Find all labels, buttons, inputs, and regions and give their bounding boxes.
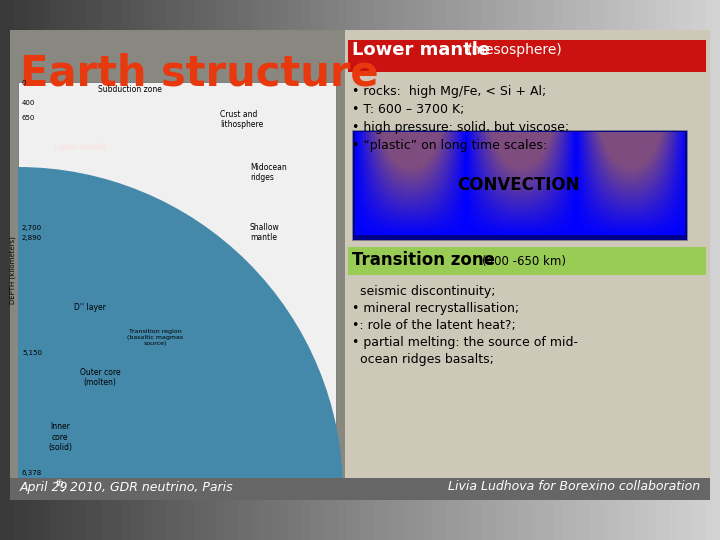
Text: Transition region
(basaltic magmas
source): Transition region (basaltic magmas sourc… xyxy=(127,329,183,346)
Text: 400: 400 xyxy=(22,100,35,106)
Text: •: role of the latent heat?;: •: role of the latent heat?; xyxy=(352,319,516,332)
Text: DEPTH (kilometers): DEPTH (kilometers) xyxy=(10,236,17,304)
Text: Inner
core
(solid): Inner core (solid) xyxy=(48,422,72,452)
Text: 2,700: 2,700 xyxy=(22,225,42,231)
FancyBboxPatch shape xyxy=(10,30,710,500)
Text: Crust and
lithosphere: Crust and lithosphere xyxy=(220,110,264,130)
Wedge shape xyxy=(18,167,343,492)
Text: seismic discontinuity;: seismic discontinuity; xyxy=(352,285,495,298)
FancyBboxPatch shape xyxy=(345,30,710,500)
Text: ocean ridges basalts;: ocean ridges basalts; xyxy=(352,353,494,366)
Wedge shape xyxy=(18,347,163,492)
Text: Lower mantle: Lower mantle xyxy=(352,41,490,59)
FancyBboxPatch shape xyxy=(348,247,706,275)
Text: • high pressure: solid, but viscose;: • high pressure: solid, but viscose; xyxy=(352,121,569,134)
Wedge shape xyxy=(18,427,83,492)
FancyBboxPatch shape xyxy=(10,30,345,500)
Text: Livia Ludhova for Borexino collaboration: Livia Ludhova for Borexino collaboration xyxy=(448,481,700,494)
Text: Lower mantle: Lower mantle xyxy=(54,143,106,152)
Text: • mineral recrystallisation;: • mineral recrystallisation; xyxy=(352,302,519,315)
Text: • partial melting: the source of mid-: • partial melting: the source of mid- xyxy=(352,336,578,349)
FancyBboxPatch shape xyxy=(18,82,336,492)
Text: • “plastic” on long time scales:: • “plastic” on long time scales: xyxy=(352,139,547,152)
Text: CONVECTION: CONVECTION xyxy=(456,176,580,194)
Text: D'' layer: D'' layer xyxy=(74,303,106,312)
Text: 0: 0 xyxy=(22,80,27,86)
Wedge shape xyxy=(18,192,318,492)
Wedge shape xyxy=(18,232,278,492)
Text: • T: 600 – 3700 K;: • T: 600 – 3700 K; xyxy=(352,103,464,116)
Wedge shape xyxy=(18,177,333,492)
Text: th: th xyxy=(55,480,63,489)
Text: Transition zone: Transition zone xyxy=(352,251,495,269)
Text: (mesosphere): (mesosphere) xyxy=(467,43,563,57)
Text: Midocean
ridges: Midocean ridges xyxy=(250,163,287,182)
Text: Earth structure: Earth structure xyxy=(20,52,379,94)
FancyBboxPatch shape xyxy=(10,478,710,500)
Text: 6,378: 6,378 xyxy=(22,470,42,476)
Text: Outer core
(molten): Outer core (molten) xyxy=(80,368,120,387)
FancyBboxPatch shape xyxy=(348,40,706,72)
Wedge shape xyxy=(18,332,178,492)
Text: (400 -650 km): (400 -650 km) xyxy=(482,254,566,267)
Text: Shallow
mantle: Shallow mantle xyxy=(250,222,280,242)
Wedge shape xyxy=(18,217,293,492)
Text: April 29: April 29 xyxy=(20,481,68,494)
Text: 5,150: 5,150 xyxy=(22,350,42,356)
Text: 650: 650 xyxy=(22,115,35,121)
Text: Subduction zone: Subduction zone xyxy=(98,85,162,94)
FancyBboxPatch shape xyxy=(352,130,687,240)
Text: • rocks:  high Mg/Fe, < Si + Al;: • rocks: high Mg/Fe, < Si + Al; xyxy=(352,85,546,98)
Text: 2,890: 2,890 xyxy=(22,235,42,241)
Text: , 2010, GDR neutrino, Paris: , 2010, GDR neutrino, Paris xyxy=(62,481,233,494)
